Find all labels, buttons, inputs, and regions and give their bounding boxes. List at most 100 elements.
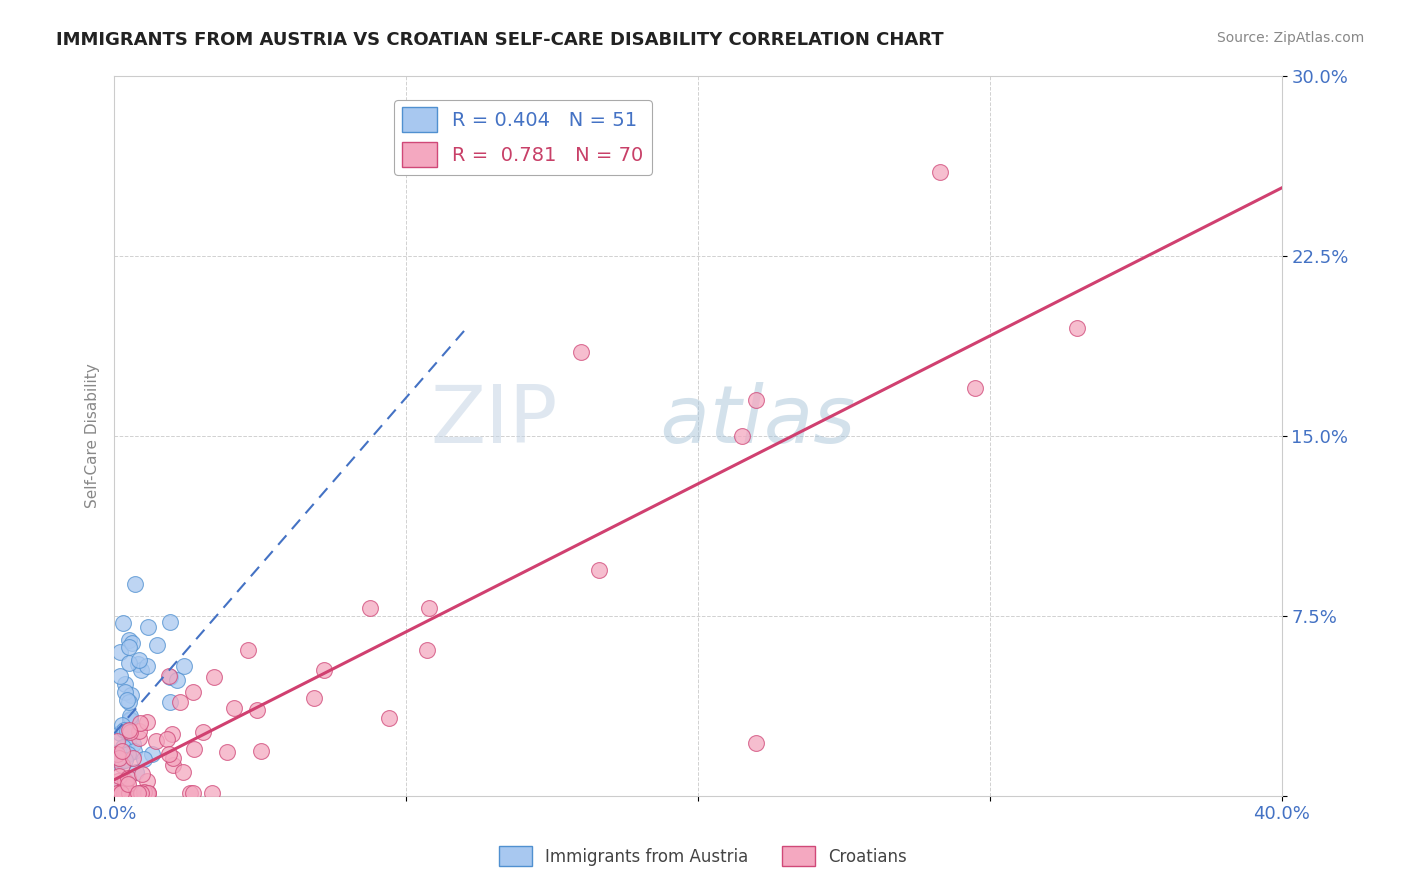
Point: [121, 751, 143, 765]
Point: [145, 734, 167, 748]
Point: [114, 774, 136, 789]
Point: [135, 786, 157, 800]
Text: IMMIGRANTS FROM AUSTRIA VS CROATIAN SELF-CARE DISABILITY CORRELATION CHART: IMMIGRANTS FROM AUSTRIA VS CROATIAN SELF…: [56, 31, 943, 49]
Point: [121, 636, 143, 650]
Point: [246, 703, 269, 717]
Point: [136, 786, 159, 800]
Point: [588, 563, 610, 577]
Point: [118, 786, 141, 800]
Point: [108, 769, 131, 783]
Point: [114, 779, 136, 793]
Point: [111, 758, 134, 772]
Point: [378, 711, 401, 725]
Point: [135, 786, 157, 800]
Point: [114, 752, 136, 766]
Point: [110, 753, 132, 767]
Point: [117, 735, 139, 749]
Point: [128, 653, 150, 667]
Point: [104, 752, 127, 766]
Point: [127, 657, 149, 671]
Point: [129, 786, 152, 800]
Point: [108, 669, 131, 683]
Point: [115, 723, 138, 738]
Point: [115, 774, 138, 789]
Point: [183, 741, 205, 756]
Point: [136, 714, 159, 729]
Point: [107, 774, 129, 789]
Point: [110, 777, 132, 791]
Point: [105, 786, 128, 800]
Point: [173, 658, 195, 673]
Point: [121, 737, 143, 751]
Point: [114, 685, 136, 699]
Point: [159, 695, 181, 709]
Point: [169, 695, 191, 709]
Point: [122, 744, 145, 758]
Legend: Immigrants from Austria, Croatians: Immigrants from Austria, Croatians: [492, 839, 914, 873]
Point: [111, 717, 134, 731]
Point: [118, 709, 141, 723]
Point: [162, 751, 184, 765]
Point: [112, 786, 135, 800]
Point: [129, 786, 152, 800]
Point: [108, 726, 131, 740]
Point: [157, 668, 180, 682]
Point: [118, 657, 141, 671]
Point: [145, 638, 167, 652]
Point: [200, 786, 222, 800]
Point: [181, 685, 204, 699]
Point: [179, 786, 201, 800]
Point: [107, 786, 129, 800]
Point: [138, 620, 160, 634]
Point: [104, 746, 127, 760]
Point: [312, 663, 335, 677]
Point: [107, 751, 129, 765]
Legend: R = 0.404   N = 51, R =  0.781   N = 70: R = 0.404 N = 51, R = 0.781 N = 70: [394, 100, 651, 175]
Point: [135, 659, 157, 673]
Point: [120, 714, 142, 728]
Point: [166, 673, 188, 687]
Point: [745, 736, 768, 750]
Point: [118, 695, 141, 709]
Point: [965, 381, 987, 395]
Point: [134, 785, 156, 799]
Point: [115, 786, 138, 800]
Point: [121, 688, 143, 702]
Point: [418, 601, 440, 615]
Point: [162, 758, 184, 772]
Point: [157, 747, 180, 761]
Point: [118, 632, 141, 647]
Point: [416, 643, 439, 657]
Point: [156, 732, 179, 747]
Point: [124, 764, 146, 779]
Point: [1066, 320, 1088, 334]
Point: [929, 164, 952, 178]
Point: [129, 663, 152, 677]
Point: [162, 726, 184, 740]
Point: [159, 670, 181, 684]
Point: [117, 777, 139, 791]
Point: [215, 745, 238, 759]
Point: [124, 577, 146, 591]
Point: [104, 754, 127, 768]
Point: [114, 747, 136, 761]
Point: [172, 764, 194, 779]
Point: [569, 344, 592, 359]
Point: [108, 645, 131, 659]
Point: [181, 786, 204, 800]
Point: [129, 715, 152, 730]
Point: [117, 771, 139, 785]
Point: [745, 392, 768, 407]
Point: [304, 690, 326, 705]
Point: [132, 752, 155, 766]
Point: [236, 642, 259, 657]
Point: [108, 786, 131, 800]
Text: ZIP: ZIP: [430, 383, 558, 460]
Point: [731, 428, 754, 442]
Point: [136, 786, 159, 800]
Point: [118, 723, 141, 737]
Point: [111, 754, 134, 768]
Point: [127, 786, 149, 800]
Point: [202, 671, 225, 685]
Point: [193, 724, 215, 739]
